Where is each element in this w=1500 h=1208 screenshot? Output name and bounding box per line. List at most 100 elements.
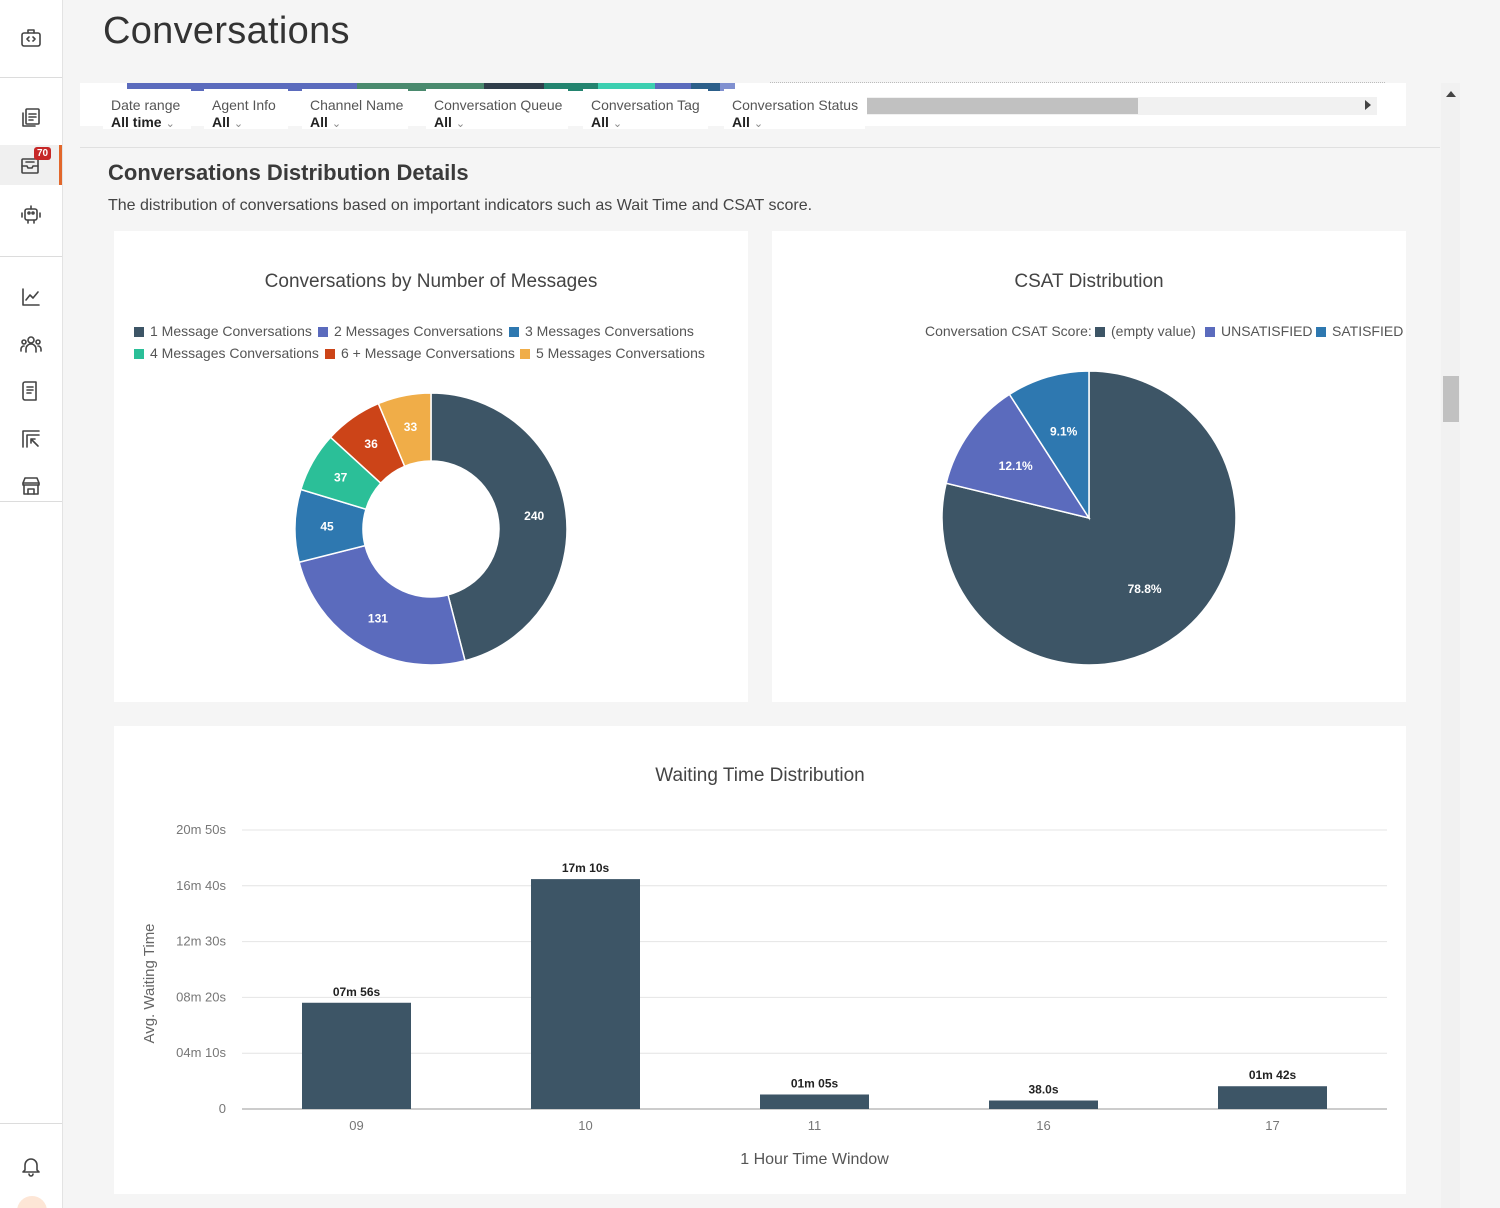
y-tick-label: 04m 10s (176, 1045, 226, 1060)
chart-title: Waiting Time Distribution (655, 765, 865, 786)
filter-date-range[interactable]: Date range All time ⌄ (103, 89, 191, 130)
filter-label: Agent Info (212, 97, 276, 113)
filter-label: Conversation Tag (591, 97, 700, 113)
chevron-down-icon: ⌄ (331, 118, 342, 130)
filter-scrollbar[interactable] (867, 97, 1377, 115)
section-title: Conversations Distribution Details (108, 160, 469, 185)
pie-slice[interactable] (298, 544, 466, 666)
filter-value: All (591, 114, 609, 130)
filter-conversation-tag[interactable]: Conversation Tag All ⌄ (583, 89, 708, 130)
legend-item[interactable]: 6 + Message Conversations (325, 345, 515, 361)
avatar[interactable] (17, 1196, 47, 1208)
page-title: Conversations (103, 10, 350, 52)
bot-icon[interactable] (0, 194, 62, 234)
pie-chart: 78.8% 12.1% 9.1% (941, 370, 1237, 666)
bar[interactable] (989, 1100, 1098, 1109)
filter-value: All time (111, 114, 162, 130)
team-icon[interactable] (0, 324, 62, 364)
bar[interactable] (302, 1002, 411, 1109)
inbox-badge: 70 (34, 147, 52, 160)
bar[interactable] (760, 1094, 869, 1109)
chart-title: Conversations by Number of Messages (264, 271, 598, 292)
sidebar: 70 (0, 0, 63, 1208)
scrollbar-thumb[interactable] (1443, 376, 1459, 422)
bar[interactable] (1218, 1086, 1327, 1109)
pie-slice[interactable] (377, 392, 432, 468)
bar-value-label: 38.0s (1028, 1083, 1058, 1097)
filter-value: All (434, 114, 452, 130)
inbox-icon[interactable]: 70 (0, 145, 62, 185)
slice-label: 33 (404, 420, 418, 434)
filter-channel-name[interactable]: Channel Name All ⌄ (302, 89, 408, 130)
legend-item[interactable]: UNSATISFIED (1205, 323, 1313, 339)
scroll-right-icon[interactable] (1365, 100, 1371, 110)
slice-label: 240 (524, 509, 544, 523)
page-scrollbar[interactable] (1441, 83, 1460, 1208)
x-tick-label: 11 (808, 1118, 822, 1133)
store-icon[interactable] (0, 466, 62, 506)
slice-label: 45 (320, 519, 334, 533)
chart-title: CSAT Distribution (1014, 271, 1164, 292)
y-axis-label: Avg. Waiting Time (141, 923, 158, 1043)
slice-label: 36 (364, 437, 378, 451)
scrollbar-thumb[interactable] (867, 98, 1138, 114)
donut-chart: 240 131 45 37 36 33 (294, 392, 568, 666)
bar-value-label: 01m 05s (791, 1076, 839, 1090)
legend-item[interactable]: 1 Message Conversations (134, 323, 312, 339)
y-tick-label: 0 (219, 1101, 226, 1116)
pie-slice[interactable] (430, 392, 568, 662)
knowledge-icon[interactable] (0, 371, 62, 411)
developer-icon[interactable] (0, 18, 62, 58)
filter-value: All (732, 114, 750, 130)
slice-label: 78.8% (1128, 582, 1162, 596)
legend-item[interactable]: 4 Messages Conversations (134, 345, 319, 361)
filter-value: All (310, 114, 328, 130)
filter-label: Conversation Status (732, 97, 859, 113)
y-tick-label: 08m 20s (176, 989, 226, 1004)
waiting-time-chart-card: Waiting Time Distribution 0 04m 10s 08m 20… (114, 726, 1406, 1194)
filter-agent-info[interactable]: Agent Info All ⌄ (204, 89, 288, 130)
filter-conversation-status[interactable]: Conversation Status All ⌄ (724, 89, 865, 130)
bar-value-label: 01m 42s (1249, 1068, 1297, 1082)
slice-label: 12.1% (999, 459, 1033, 473)
filter-conversation-queue[interactable]: Conversation Queue All ⌄ (426, 89, 568, 130)
csat-chart-card: CSAT Distribution Conversation CSAT Scor… (772, 231, 1406, 702)
y-tick-label: 20m 50s (176, 822, 226, 837)
y-tick-label: 12m 30s (176, 934, 226, 949)
scroll-up-icon[interactable] (1446, 91, 1456, 97)
analytics-icon[interactable] (0, 277, 62, 317)
legend-item[interactable]: 5 Messages Conversations (520, 345, 705, 361)
chevron-down-icon: ⌄ (233, 118, 244, 130)
slice-label: 9.1% (1050, 425, 1078, 439)
slice-label: 131 (368, 611, 388, 625)
legend-item[interactable]: (empty value) (1095, 323, 1196, 339)
reports-icon[interactable] (0, 419, 62, 459)
chevron-down-icon: ⌄ (165, 118, 175, 130)
legend-title: Conversation CSAT Score: (925, 323, 1092, 339)
y-tick-label: 16m 40s (176, 878, 226, 893)
x-tick-label: 16 (1036, 1118, 1050, 1133)
x-tick-label: 10 (578, 1118, 592, 1133)
chevron-down-icon: ⌄ (455, 118, 466, 130)
filter-value: All (212, 114, 230, 130)
pie-slice[interactable] (945, 393, 1091, 520)
chevron-down-icon: ⌄ (753, 118, 764, 130)
filter-label: Conversation Queue (434, 97, 563, 113)
documents-icon[interactable] (0, 98, 62, 138)
messages-chart-card: Conversations by Number of Messages 1 Me… (114, 231, 748, 702)
filter-label: Channel Name (310, 97, 404, 113)
bar-value-label: 17m 10s (562, 861, 610, 875)
legend-item[interactable]: 3 Messages Conversations (509, 323, 694, 339)
filter-label: Date range (111, 97, 181, 113)
bar-value-label: 07m 56s (333, 985, 381, 999)
slice-label: 37 (334, 471, 348, 485)
pie-slice[interactable] (1008, 370, 1090, 521)
x-tick-label: 09 (349, 1118, 363, 1133)
legend-item[interactable]: 2 Messages Conversations (318, 323, 503, 339)
x-axis-label: 1 Hour Time Window (740, 1151, 889, 1168)
legend-item[interactable]: SATISFIED (1316, 323, 1403, 339)
bell-icon[interactable] (0, 1146, 62, 1186)
chevron-down-icon: ⌄ (612, 118, 623, 130)
section-description: The distribution of conversations based … (108, 197, 813, 214)
bar[interactable] (531, 879, 640, 1109)
